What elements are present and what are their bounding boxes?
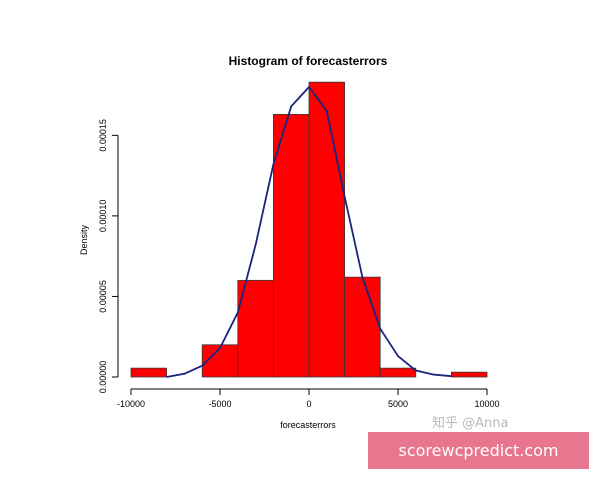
x-tick-label: -5000 <box>208 399 231 409</box>
y-axis: 0.00000 0.00005 0.00010 0.00015 <box>98 119 119 394</box>
x-axis-label: forecasterrors <box>280 420 336 430</box>
site-banner: scorewcpredict.com <box>368 432 589 469</box>
y-tick-label: 0.00005 <box>98 280 108 313</box>
histogram-bar <box>308 81 345 378</box>
x-tick-label: 5000 <box>388 399 408 409</box>
y-axis-label: Density <box>79 224 89 255</box>
x-axis: -10000 -5000 0 5000 10000 <box>117 388 500 409</box>
watermark-text: 知乎 @Anna <box>432 416 509 431</box>
x-tick-label: 0 <box>306 399 311 409</box>
histogram-bar <box>450 371 488 378</box>
x-tick-label: 10000 <box>474 399 499 409</box>
histogram-bars <box>130 81 488 378</box>
histogram-bar <box>237 279 274 378</box>
histogram-bar <box>379 367 417 378</box>
histogram-bar <box>130 367 167 378</box>
y-tick-label: 0.00010 <box>98 200 108 233</box>
x-tick-label: -10000 <box>117 399 145 409</box>
density-curve <box>166 86 452 378</box>
density-curve-line <box>166 86 452 378</box>
y-tick-label: 0.00015 <box>98 119 108 152</box>
y-tick-label: 0.00000 <box>98 361 108 394</box>
histogram-bar <box>272 113 310 378</box>
chart-title: Histogram of forecasterrors <box>229 54 388 68</box>
histogram-bar <box>344 276 381 378</box>
